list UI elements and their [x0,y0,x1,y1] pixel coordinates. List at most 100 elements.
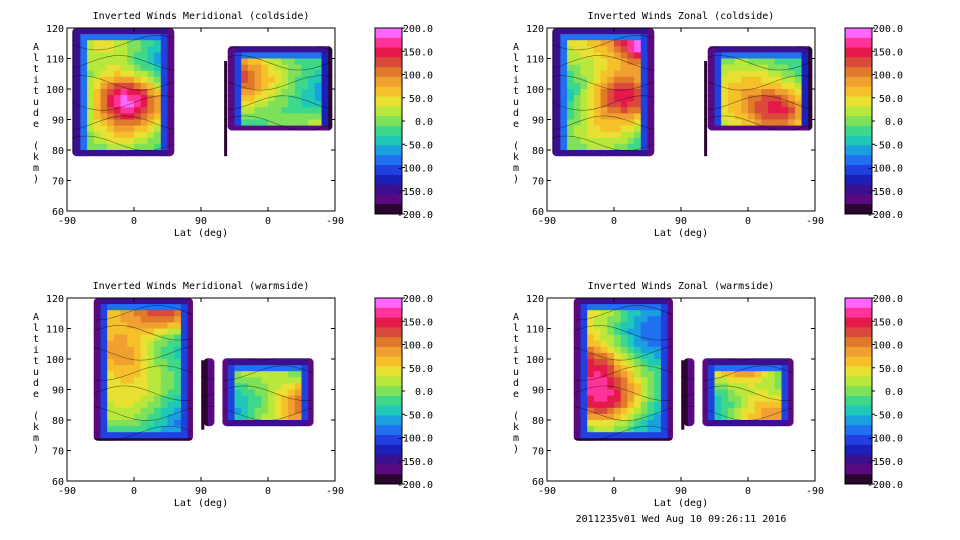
heatmap-cell [620,107,628,114]
heatmap-cell [614,28,622,35]
heatmap-cell [721,156,728,163]
heatmap-cell [634,438,642,441]
heatmap-cell [140,113,148,121]
heatmap-cell [600,46,608,53]
heatmap-cell [314,46,323,53]
heatmap-cell [715,156,722,163]
heatmap-cell [274,346,282,354]
heatmap-cell [87,82,95,90]
heatmap-cell [620,119,628,127]
heatmap-cell [714,76,722,84]
heatmap-cell [227,107,236,114]
heatmap-cell [322,168,329,175]
heatmap-cell [87,463,94,470]
heatmap-cell [180,70,189,78]
colorbar-swatch [375,28,402,39]
heatmap-cell [788,40,796,47]
heatmap-cell [741,407,749,415]
heatmap-cell [667,340,675,348]
heatmap-cell [654,463,661,470]
heatmap-cell [207,432,215,439]
heatmap-cell [640,389,649,397]
heatmap-cell [667,40,675,47]
heatmap-cell [654,76,662,84]
heatmap-cell [640,310,649,317]
heatmap-cell [80,34,88,41]
heatmap-cell [93,346,102,354]
heatmap-cell [573,304,582,311]
heatmap-cell [573,395,575,403]
heatmap-cell [107,113,115,121]
heatmap-cell [754,420,762,427]
heatmap-cell [728,187,735,194]
x-tick-label: 90 [195,486,207,497]
heatmap-cell [660,389,669,397]
colorbar-swatch [375,116,402,127]
heatmap-cell [614,46,622,53]
heatmap-cell [573,413,575,421]
heatmap-cell [801,89,809,96]
heatmap-cell [580,298,588,305]
heatmap-cell [701,365,709,372]
heatmap-cell [180,113,189,121]
heatmap-cell [741,438,749,441]
heatmap-cell [160,359,169,366]
heatmap-cell [573,432,575,439]
heatmap-cell [627,346,635,354]
heatmap-cell [681,101,689,108]
heatmap-cell [687,389,695,397]
heatmap-cell [567,89,575,96]
heatmap-cell [121,181,128,188]
heatmap-cell [207,377,215,384]
heatmap-cell [167,298,175,305]
heatmap-cell [147,383,155,391]
heatmap-cell [74,420,81,427]
heatmap-cell [87,156,94,163]
heatmap-cell [601,469,608,476]
heatmap-cell [768,359,776,366]
heatmap-cell [234,107,242,114]
heatmap-cell [620,28,628,35]
heatmap-cell [621,156,628,163]
heatmap-cell [634,168,641,175]
heatmap-cell [560,304,567,311]
heatmap-cell [180,125,189,133]
heatmap-cell [601,193,608,200]
heatmap-cell [180,395,189,403]
heatmap-cell [567,113,575,121]
heatmap-cell [268,34,276,41]
heatmap-cell [87,52,95,60]
heatmap-cell [761,407,769,415]
heatmap-cell [607,107,615,114]
heatmap-cell [140,58,148,66]
heatmap-cell [714,107,722,114]
heatmap-cell [167,371,175,378]
heatmap-cell [120,82,128,90]
heatmap-cell [234,40,242,47]
heatmap-cell [681,64,689,72]
heatmap-cell [768,334,776,342]
heatmap-cell [67,432,74,439]
heatmap-cell [322,402,329,409]
heatmap-cell [301,70,309,78]
heatmap-cell [100,383,108,391]
heatmap-cell [748,199,755,206]
heatmap-cell [782,469,789,476]
heatmap-cell [560,396,567,403]
colorbar-label: -100.0 [867,164,903,175]
heatmap-cell [187,89,195,96]
heatmap-cell [607,125,615,133]
heatmap-cell [294,438,303,441]
heatmap-cell [553,113,561,121]
heatmap-cell [147,119,155,127]
heatmap-cell [107,168,114,175]
heatmap-cell [113,340,122,348]
heatmap-cell [100,76,108,84]
heatmap-cell [93,107,102,114]
heatmap-cell [648,162,655,169]
heatmap-cell [788,101,796,108]
heatmap-cell [573,34,582,41]
heatmap-cell [640,426,649,433]
heatmap-cell [134,395,142,403]
heatmap-cell [214,432,222,439]
